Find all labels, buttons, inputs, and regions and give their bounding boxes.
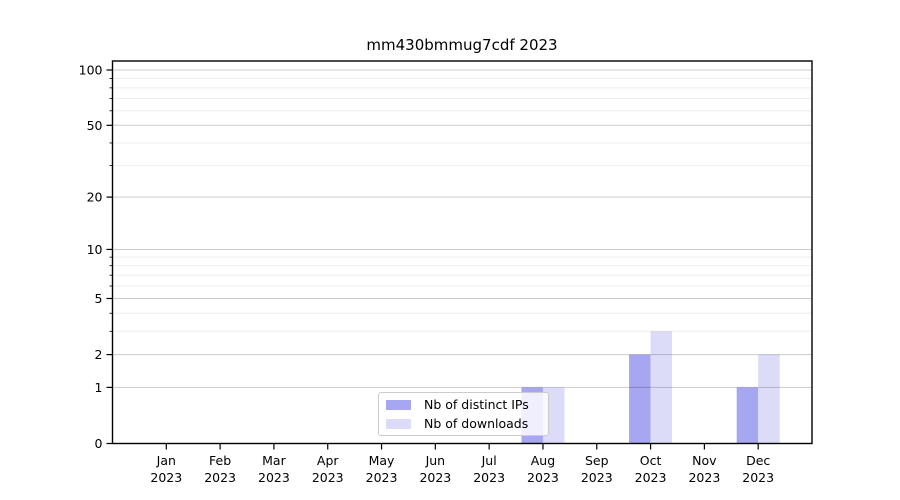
x-tick-label-year-jun: 2023 <box>419 470 451 485</box>
legend-item-downloads: Nb of downloads <box>379 416 548 431</box>
y-tick-label-2: 2 <box>95 347 103 362</box>
y-tick-label-0: 0 <box>95 436 103 451</box>
y-tick-label-10: 10 <box>87 242 103 257</box>
x-tick-label-month-aug: Aug <box>531 453 555 468</box>
legend-item-distinct-ips: Nb of distinct IPs <box>379 397 548 412</box>
x-tick-label-year-sep: 2023 <box>581 470 613 485</box>
y-tick-label-50: 50 <box>87 118 103 133</box>
x-tick-label-year-apr: 2023 <box>312 470 344 485</box>
bar-distinct-ips-oct <box>629 354 651 444</box>
x-tick-label-month-oct: Oct <box>640 453 662 468</box>
x-tick-label-year-aug: 2023 <box>527 470 559 485</box>
y-tick-label-5: 5 <box>95 291 103 306</box>
x-tick-label-year-feb: 2023 <box>204 470 236 485</box>
x-tick-label-year-mar: 2023 <box>258 470 290 485</box>
x-tick-label-month-may: May <box>369 453 395 468</box>
y-tick-label-20: 20 <box>87 190 103 205</box>
x-tick-label-month-mar: Mar <box>262 453 286 468</box>
legend-label-distinct-ips: Nb of distinct IPs <box>424 397 529 412</box>
legend-swatch-distinct-ips <box>386 399 411 410</box>
bar-downloads-dec <box>758 354 780 444</box>
legend: Nb of distinct IPs Nb of downloads <box>378 392 549 436</box>
bar-distinct-ips-dec <box>736 387 759 444</box>
x-tick-label-year-jan: 2023 <box>150 470 182 485</box>
x-tick-label-month-apr: Apr <box>317 453 339 468</box>
x-tick-label-year-oct: 2023 <box>635 470 667 485</box>
x-tick-label-month-jul: Jul <box>481 453 497 468</box>
legend-swatch-downloads <box>386 418 411 429</box>
axes-spines <box>111 60 813 445</box>
bar-downloads-oct <box>650 331 673 444</box>
x-tick-label-year-jul: 2023 <box>473 470 505 485</box>
y-tick-label-100: 100 <box>79 63 103 78</box>
legend-label-downloads: Nb of downloads <box>424 416 529 431</box>
x-tick-label-month-nov: Nov <box>692 453 717 468</box>
x-tick-label-year-may: 2023 <box>366 470 398 485</box>
x-tick-label-year-nov: 2023 <box>688 470 720 485</box>
x-tick-label-month-jan: Jan <box>156 453 176 468</box>
y-tick-label-1: 1 <box>95 380 103 395</box>
x-tick-label-month-feb: Feb <box>209 453 231 468</box>
x-tick-label-month-jun: Jun <box>425 453 446 468</box>
x-tick-label-year-dec: 2023 <box>742 470 774 485</box>
chart-title: mm430bmmug7cdf 2023 <box>366 36 558 54</box>
x-tick-label-month-dec: Dec <box>746 453 770 468</box>
x-tick-label-month-sep: Sep <box>585 453 609 468</box>
